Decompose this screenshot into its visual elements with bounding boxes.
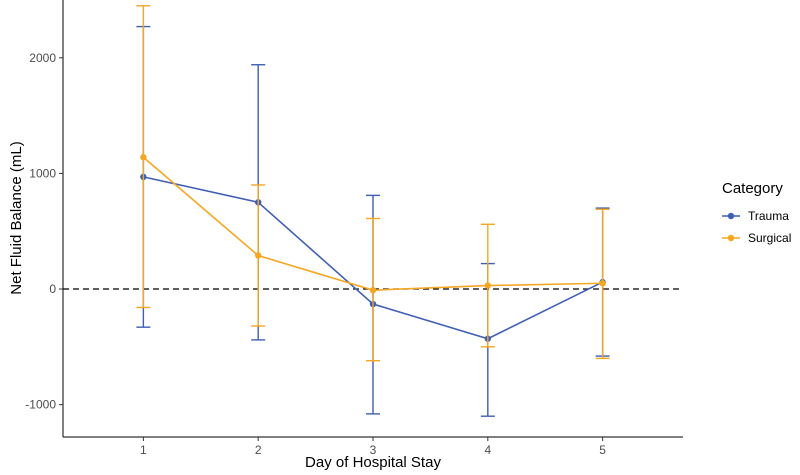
y-tick-label: -1000 (25, 398, 56, 412)
surgical-point (599, 280, 606, 287)
legend-label: Surgical (748, 231, 791, 245)
y-tick-label: 2000 (29, 51, 56, 65)
legend: Category Trauma Surgical (722, 180, 791, 245)
x-tick-label: 5 (599, 443, 606, 457)
surgical-series (136, 5, 610, 362)
surgical-point (254, 252, 262, 259)
surgical-point (484, 282, 492, 289)
legend-label: Trauma (748, 209, 789, 223)
legend-key-point (727, 234, 735, 242)
x-tick-label: 1 (140, 443, 147, 457)
x-tick-label: 4 (484, 443, 491, 457)
y-axis-title: Net Fluid Balance (mL) (8, 141, 25, 294)
y-tick-label: 0 (49, 282, 56, 296)
legend-item-surgical: Surgical (722, 231, 791, 245)
legend-title: Category (722, 180, 783, 197)
y-tick-label: 1000 (29, 166, 56, 180)
surgical-point (369, 286, 377, 294)
y-axis-ticks: -1000 0 1000 2000 (25, 51, 63, 412)
x-axis-ticks: 1 2 3 4 5 (140, 437, 606, 457)
legend-items: Trauma Surgical (722, 209, 791, 245)
plot-area (63, 5, 683, 417)
x-tick-label: 3 (370, 443, 377, 457)
legend-key-point (727, 212, 735, 220)
surgical-point (140, 154, 147, 161)
x-axis-title: Day of Hospital Stay (305, 454, 441, 471)
legend-item-trauma: Trauma (722, 209, 789, 223)
x-tick-label: 2 (255, 443, 262, 457)
